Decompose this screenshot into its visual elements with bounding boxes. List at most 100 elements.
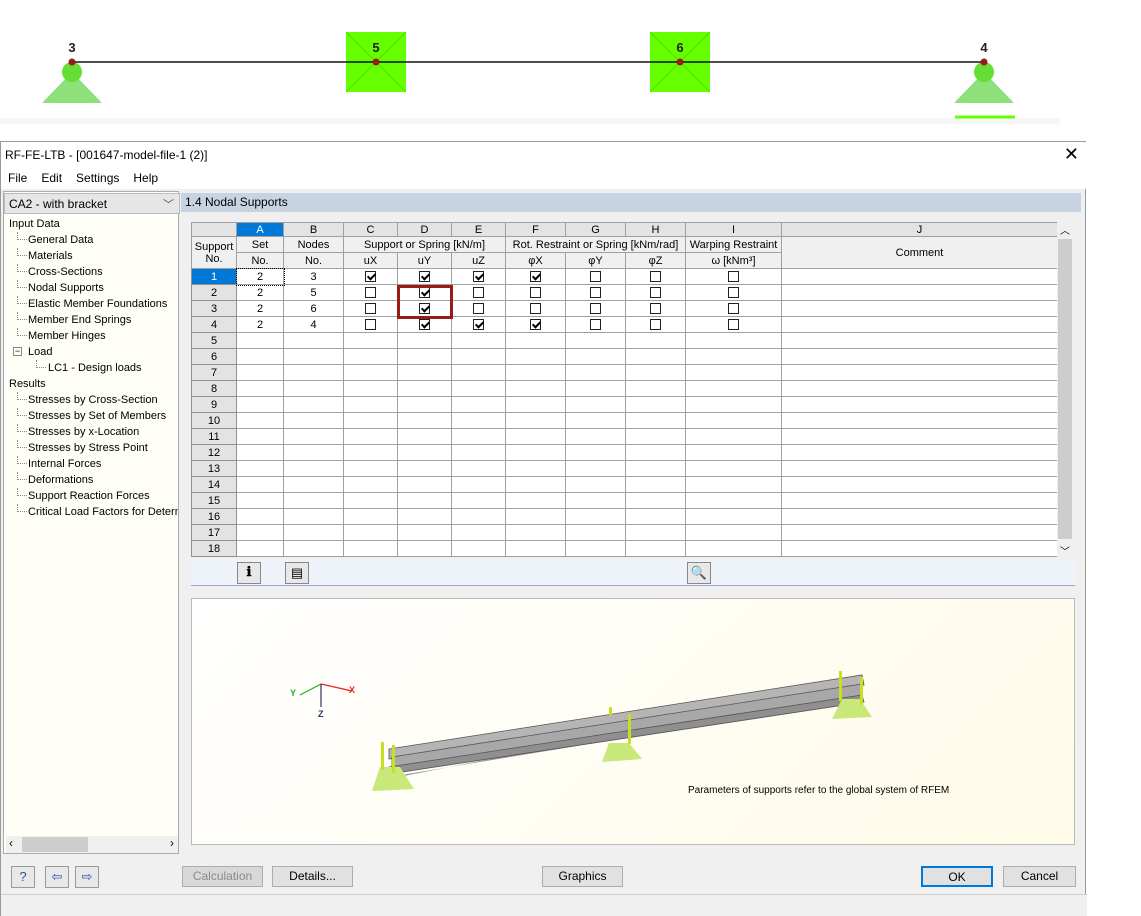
checkbox-cell[interactable] — [343, 284, 398, 301]
table-cell[interactable] — [283, 396, 344, 413]
table-cell[interactable] — [625, 348, 686, 365]
table-cell[interactable] — [451, 380, 506, 397]
table-cell[interactable] — [451, 444, 506, 461]
row-number[interactable]: 10 — [191, 412, 237, 429]
column-letter[interactable]: G — [565, 222, 626, 237]
checkbox-cell[interactable] — [625, 300, 686, 317]
row-number[interactable]: 5 — [191, 332, 237, 349]
table-cell[interactable] — [236, 364, 284, 381]
checkbox[interactable] — [728, 271, 739, 283]
table-cell[interactable] — [397, 332, 452, 349]
tree-item[interactable]: Input Data — [4, 216, 178, 232]
set-no-cell[interactable]: 2 — [235, 267, 285, 286]
checkbox-cell[interactable] — [625, 284, 686, 301]
tree-item[interactable]: Elastic Member Foundations — [4, 296, 178, 312]
table-cell[interactable] — [283, 364, 344, 381]
checkbox[interactable] — [728, 319, 739, 331]
table-cell[interactable] — [781, 396, 1058, 413]
checkbox[interactable] — [590, 287, 601, 299]
table-cell[interactable] — [397, 492, 452, 509]
table-cell[interactable] — [625, 428, 686, 445]
checkbox-cell[interactable] — [343, 268, 398, 285]
menu-file[interactable]: File — [8, 171, 28, 185]
table-cell[interactable] — [625, 412, 686, 429]
vertical-scrollbar[interactable]: ︿ ﹀ — [1057, 222, 1073, 558]
table-cell[interactable] — [565, 540, 626, 557]
checkbox[interactable] — [590, 303, 601, 315]
checkbox-cell[interactable] — [625, 268, 686, 285]
table-cell[interactable] — [685, 476, 782, 493]
table-cell[interactable] — [565, 460, 626, 477]
table-cell[interactable] — [685, 524, 782, 541]
table-cell[interactable] — [451, 348, 506, 365]
table-cell[interactable] — [451, 428, 506, 445]
checkbox-cell[interactable] — [505, 284, 566, 301]
menu-help[interactable]: Help — [133, 171, 159, 185]
row-number[interactable]: 4 — [191, 316, 237, 333]
table-cell[interactable] — [236, 332, 284, 349]
checkbox-cell[interactable] — [565, 268, 626, 285]
row-number[interactable]: 15 — [191, 492, 237, 509]
row-number[interactable]: 7 — [191, 364, 237, 381]
column-letter[interactable]: I — [685, 222, 782, 237]
table-cell[interactable] — [781, 444, 1058, 461]
table-cell[interactable] — [685, 540, 782, 557]
table-cell[interactable] — [685, 332, 782, 349]
comment-cell[interactable] — [781, 316, 1058, 333]
table-cell[interactable] — [397, 444, 452, 461]
table-cell[interactable] — [625, 460, 686, 477]
checkbox-cell[interactable] — [397, 268, 452, 285]
checkbox-cell[interactable] — [565, 284, 626, 301]
table-cell[interactable] — [343, 460, 398, 477]
table-cell[interactable] — [451, 492, 506, 509]
set-no-cell[interactable]: 2 — [236, 284, 284, 301]
table-cell[interactable] — [505, 364, 566, 381]
table-cell[interactable] — [397, 540, 452, 557]
table-cell[interactable] — [565, 508, 626, 525]
details-button[interactable]: Details... — [272, 866, 353, 887]
calculation-button[interactable]: Calculation — [182, 866, 263, 887]
tree-item[interactable]: Materials — [4, 248, 178, 264]
row-number[interactable]: 9 — [191, 396, 237, 413]
graphics-button[interactable]: Graphics — [542, 866, 623, 887]
table-cell[interactable] — [565, 412, 626, 429]
menu-settings[interactable]: Settings — [76, 171, 120, 185]
table-cell[interactable] — [781, 332, 1058, 349]
table-cell[interactable] — [343, 428, 398, 445]
checkbox[interactable] — [530, 287, 541, 299]
comment-cell[interactable] — [781, 300, 1058, 317]
table-cell[interactable] — [283, 412, 344, 429]
checkbox-cell[interactable] — [451, 300, 506, 317]
table-cell[interactable] — [625, 508, 686, 525]
checkbox-cell[interactable] — [451, 284, 506, 301]
checkbox[interactable] — [650, 319, 661, 331]
collapse-icon[interactable]: − — [13, 346, 22, 356]
checkbox[interactable] — [473, 319, 484, 331]
help-icon[interactable]: ? — [11, 866, 35, 888]
row-number[interactable]: 2 — [191, 284, 237, 301]
checkbox[interactable] — [590, 271, 601, 283]
table-cell[interactable] — [685, 508, 782, 525]
tree-item[interactable]: Cross-Sections — [4, 264, 178, 280]
table-cell[interactable] — [565, 492, 626, 509]
horizontal-scrollbar[interactable]: ‹ › — [6, 836, 178, 853]
table-cell[interactable] — [283, 460, 344, 477]
table-cell[interactable] — [565, 396, 626, 413]
table-cell[interactable] — [565, 428, 626, 445]
row-number[interactable]: 14 — [191, 476, 237, 493]
checkbox[interactable] — [419, 271, 430, 283]
table-cell[interactable] — [781, 476, 1058, 493]
tree-item[interactable]: Results — [4, 376, 178, 392]
table-cell[interactable] — [236, 524, 284, 541]
table-cell[interactable] — [505, 380, 566, 397]
table-cell[interactable] — [781, 428, 1058, 445]
table-cell[interactable] — [397, 380, 452, 397]
table-cell[interactable] — [565, 348, 626, 365]
checkbox-cell[interactable] — [685, 316, 782, 333]
table-cell[interactable] — [343, 444, 398, 461]
row-number[interactable]: 8 — [191, 380, 237, 397]
checkbox[interactable] — [650, 271, 661, 283]
table-cell[interactable] — [397, 460, 452, 477]
table-cell[interactable] — [236, 396, 284, 413]
ok-button[interactable]: OK — [921, 866, 993, 887]
